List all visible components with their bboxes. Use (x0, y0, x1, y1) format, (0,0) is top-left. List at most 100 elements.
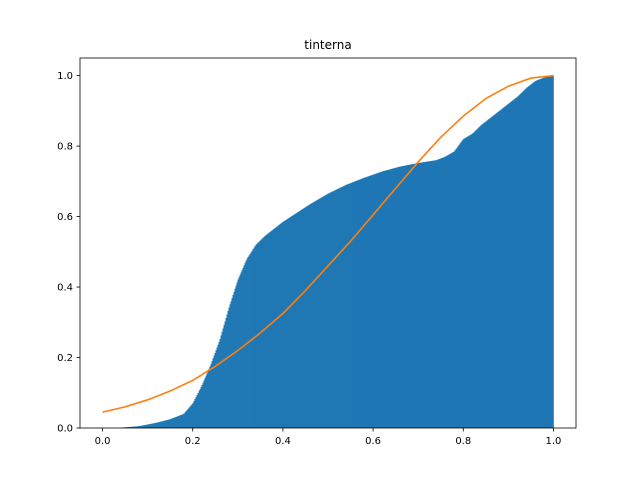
histogram-bar (529, 85, 531, 429)
histogram-bar (352, 182, 354, 428)
histogram-bar (329, 192, 331, 428)
histogram-bar (258, 241, 260, 428)
histogram-bar (395, 167, 397, 429)
histogram-bar (356, 180, 358, 428)
histogram-bar (177, 416, 179, 428)
histogram-bar (399, 166, 401, 428)
histogram-bar (169, 419, 171, 428)
histogram-bar (309, 204, 311, 428)
histogram-bar (195, 396, 197, 428)
histogram-bar (370, 175, 372, 428)
histogram-bar (475, 130, 477, 429)
histogram-bar (501, 108, 503, 428)
histogram-bar (471, 133, 473, 428)
histogram-bar (341, 186, 343, 428)
histogram-bar (372, 174, 374, 428)
histogram-bar (489, 118, 491, 428)
histogram-bar (267, 233, 269, 428)
histogram-bar (384, 170, 386, 428)
histogram-bar (208, 368, 210, 428)
histogram-bar (241, 270, 243, 428)
histogram-bar (146, 424, 148, 428)
histogram-bar (468, 135, 470, 428)
histogram-bar (289, 217, 291, 428)
histogram-bar (482, 123, 484, 428)
x-tick-label: 1.0 (546, 436, 562, 447)
histogram-bar (359, 179, 361, 428)
histogram-bar (542, 77, 544, 429)
histogram-bar (449, 153, 451, 428)
histogram-bar (398, 166, 400, 428)
histogram-bar (496, 112, 498, 428)
histogram-bar (221, 332, 223, 428)
histogram-bar (222, 328, 224, 428)
histogram-bar (224, 321, 226, 428)
histogram-bar (321, 197, 323, 428)
histogram-bar (151, 423, 153, 428)
histogram-bar (522, 91, 524, 428)
histogram-bar (209, 366, 211, 428)
histogram-bar (335, 189, 337, 428)
histogram-bar (520, 93, 522, 429)
histogram-bar (463, 138, 465, 428)
histogram-bar (148, 424, 150, 428)
histogram-bar (161, 421, 163, 428)
histogram-bar (237, 279, 239, 428)
histogram-bar (319, 198, 321, 428)
histogram-bar (297, 212, 299, 428)
histogram-bar (326, 194, 328, 428)
histogram-bar (141, 425, 143, 428)
histogram-bar (492, 115, 494, 428)
histogram-bar (477, 128, 479, 428)
histogram-bar (481, 124, 483, 428)
histogram-bar (318, 198, 320, 428)
histogram-bar (391, 168, 393, 428)
histogram-bar (240, 272, 242, 428)
histogram-bar (404, 165, 406, 428)
histogram-bar (388, 169, 390, 428)
histogram-bar (315, 200, 317, 428)
histogram-bar (440, 158, 442, 428)
histogram-bar (188, 407, 190, 428)
histogram-bar (444, 156, 446, 428)
histogram-bar (152, 423, 154, 428)
histogram-bar (307, 205, 309, 428)
histogram-bar (479, 126, 481, 428)
histogram-bar (431, 160, 433, 428)
histogram-bar (207, 370, 209, 428)
histogram-bar (260, 239, 262, 428)
histogram-bar (156, 422, 158, 428)
histogram-bar (308, 204, 310, 428)
histogram-bar (360, 179, 362, 428)
histogram-bar (184, 412, 186, 428)
histogram-bar (368, 176, 370, 428)
histogram-bar (320, 197, 322, 428)
histogram-bar (419, 162, 421, 429)
histogram-bar (157, 422, 159, 428)
histogram-bar (377, 172, 379, 428)
histogram-bar (447, 155, 449, 428)
histogram-bar (539, 79, 541, 428)
histogram-bar (381, 171, 383, 428)
line-series-path (102, 74, 554, 413)
histogram-bar (466, 136, 468, 428)
histogram-bar (155, 422, 157, 428)
histogram-bar (382, 171, 384, 429)
histogram-bar (135, 426, 137, 428)
histogram-bar (126, 427, 128, 428)
histogram-bar (513, 99, 515, 429)
histogram-bar (407, 165, 409, 428)
histogram-bar (519, 94, 521, 429)
histogram-bar (263, 236, 265, 428)
histogram-bar (415, 163, 417, 428)
histogram-bar (332, 191, 334, 428)
histogram-bar (131, 426, 133, 428)
y-tick-label: 0.4 (57, 283, 73, 294)
histogram-bar (433, 160, 435, 429)
histogram-bar (268, 232, 270, 428)
histogram-bar (507, 104, 509, 429)
histogram-bar (171, 418, 173, 428)
histogram-bar (210, 363, 212, 428)
histogram-bar (187, 408, 189, 428)
histogram-bar (457, 146, 459, 429)
